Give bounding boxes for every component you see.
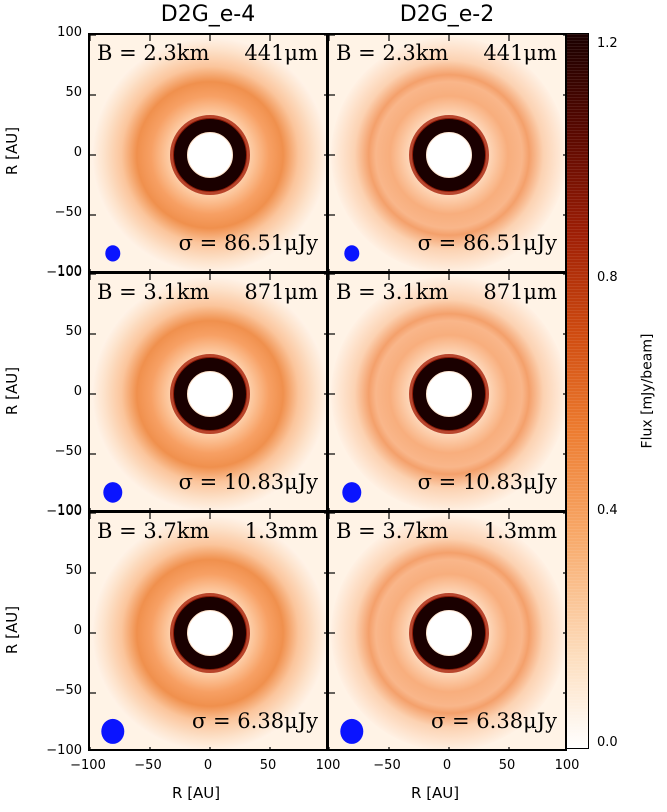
panel-r2-c2: B = 3.1km 871μm σ = 10.83μJy (327, 272, 567, 512)
dust-ring (412, 357, 486, 431)
y-tick-label: −100 (46, 743, 82, 758)
y-tick-label: −100 (46, 504, 82, 519)
x-tick-label: 100 (554, 758, 580, 773)
baseline-label: B = 3.7km (97, 519, 210, 543)
noise-label: σ = 86.51μJy (417, 231, 557, 255)
beam-ellipse (344, 245, 360, 262)
disk-image (329, 513, 565, 749)
y-tick-label: 100 (57, 25, 82, 40)
beam-ellipse (105, 245, 121, 262)
noise-label: σ = 86.51μJy (178, 231, 318, 255)
wavelength-label: 1.3mm (483, 519, 557, 543)
x-axis-label-right: R [AU] (411, 784, 460, 802)
ring-outer-edge (409, 593, 489, 673)
y-tick-label: 100 (57, 503, 82, 518)
dust-ring (173, 357, 247, 431)
y-tick-label: 100 (57, 264, 82, 279)
x-axis-label-left: R [AU] (172, 784, 221, 802)
ring-outer-edge (409, 115, 489, 195)
panel-r3-c1: B = 3.7km 1.3mm σ = 6.38μJy (88, 511, 328, 751)
inner-cavity (188, 372, 232, 416)
disk-image (90, 274, 326, 510)
baseline-label: B = 2.3km (97, 41, 210, 65)
ring-outer-edge (409, 354, 489, 434)
dust-ring (412, 118, 486, 192)
inner-cavity (427, 372, 471, 416)
y-tick-label: −50 (54, 444, 82, 459)
column-title-left: D2G_e-4 (160, 2, 256, 27)
beam-ellipse (342, 482, 362, 503)
x-tick-label: 100 (315, 758, 341, 773)
wavelength-label: 1.3mm (244, 519, 318, 543)
disk-image (90, 513, 326, 749)
noise-label: σ = 6.38μJy (192, 709, 318, 733)
disk-image (329, 274, 565, 510)
inner-cavity (188, 133, 232, 177)
x-tick-label: 0 (203, 758, 213, 773)
dust-ring (173, 118, 247, 192)
colorbar-tick-0.0: 0.0 (597, 735, 618, 750)
y-tick-label: 0 (73, 145, 82, 160)
beam-ellipse (103, 482, 123, 503)
y-tick-label: −100 (46, 265, 82, 280)
inner-cavity (188, 611, 232, 655)
colorbar-banding (567, 34, 588, 748)
ring-outer-edge (170, 593, 250, 673)
noise-label: σ = 10.83μJy (178, 470, 318, 494)
panel-r3-c2: B = 3.7km 1.3mm σ = 6.38μJy (327, 511, 567, 751)
colorbar-tick-1.2: 1.2 (597, 36, 618, 51)
beam-ellipse (101, 718, 125, 744)
colorbar-label: Flux [mJy/beam] (639, 333, 656, 449)
panel-r1-c1: B = 2.3km 441μm σ = 86.51μJy (88, 33, 328, 273)
x-tick-label: −50 (373, 758, 401, 773)
panel-r2-c1: B = 3.1km 871μm σ = 10.83μJy (88, 272, 328, 512)
noise-label: σ = 10.83μJy (417, 470, 557, 494)
y-tick-label: −50 (54, 205, 82, 220)
colorbar-tick-0.4: 0.4 (597, 503, 618, 518)
ring-outer-edge (170, 115, 250, 195)
y-tick-label: 0 (73, 384, 82, 399)
baseline-label: B = 2.3km (336, 41, 449, 65)
y-tick-label: 50 (65, 324, 82, 339)
disk-image (329, 35, 565, 271)
noise-label: σ = 6.38μJy (431, 709, 557, 733)
wavelength-label: 871μm (244, 280, 318, 304)
column-title-right: D2G_e-2 (399, 2, 495, 27)
inner-cavity (427, 133, 471, 177)
dust-ring (412, 596, 486, 670)
wavelength-label: 871μm (483, 280, 557, 304)
disk-image (90, 35, 326, 271)
x-tick-label: 0 (442, 758, 452, 773)
panel-r1-c2: B = 2.3km 441μm σ = 86.51μJy (327, 33, 567, 273)
y-tick-label: −50 (54, 683, 82, 698)
dust-ring (173, 596, 247, 670)
x-tick-label: 50 (498, 758, 516, 773)
beam-ellipse (340, 718, 364, 744)
inner-cavity (427, 611, 471, 655)
x-tick-label: 50 (259, 758, 277, 773)
ring-outer-edge (170, 354, 250, 434)
x-tick-label: −100 (70, 758, 106, 773)
colorbar-tick-0.8: 0.8 (597, 270, 618, 285)
baseline-label: B = 3.1km (97, 280, 210, 304)
baseline-label: B = 3.1km (336, 280, 449, 304)
wavelength-label: 441μm (483, 41, 557, 65)
y-tick-label: 0 (73, 623, 82, 638)
x-tick-label: −50 (134, 758, 162, 773)
baseline-label: B = 3.7km (336, 519, 449, 543)
y-tick-label: 50 (65, 563, 82, 578)
y-tick-label: 50 (65, 85, 82, 100)
wavelength-label: 441μm (244, 41, 318, 65)
colorbar (566, 33, 589, 749)
